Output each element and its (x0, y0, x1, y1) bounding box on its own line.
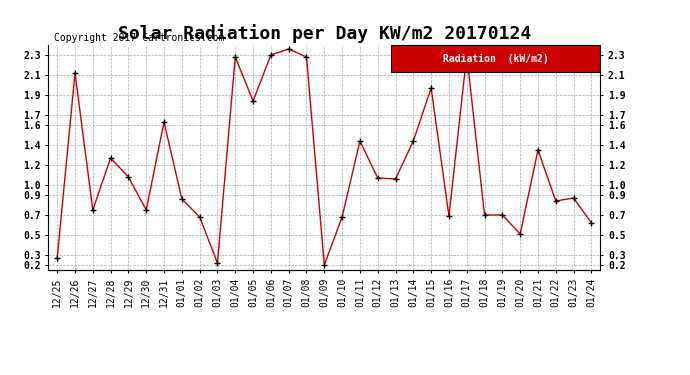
Text: Radiation  (kW/m2): Radiation (kW/m2) (442, 54, 549, 63)
Text: Copyright 2017 Cartronics.com: Copyright 2017 Cartronics.com (54, 33, 224, 43)
FancyBboxPatch shape (391, 45, 600, 72)
Title: Solar Radiation per Day KW/m2 20170124: Solar Radiation per Day KW/m2 20170124 (118, 24, 531, 44)
